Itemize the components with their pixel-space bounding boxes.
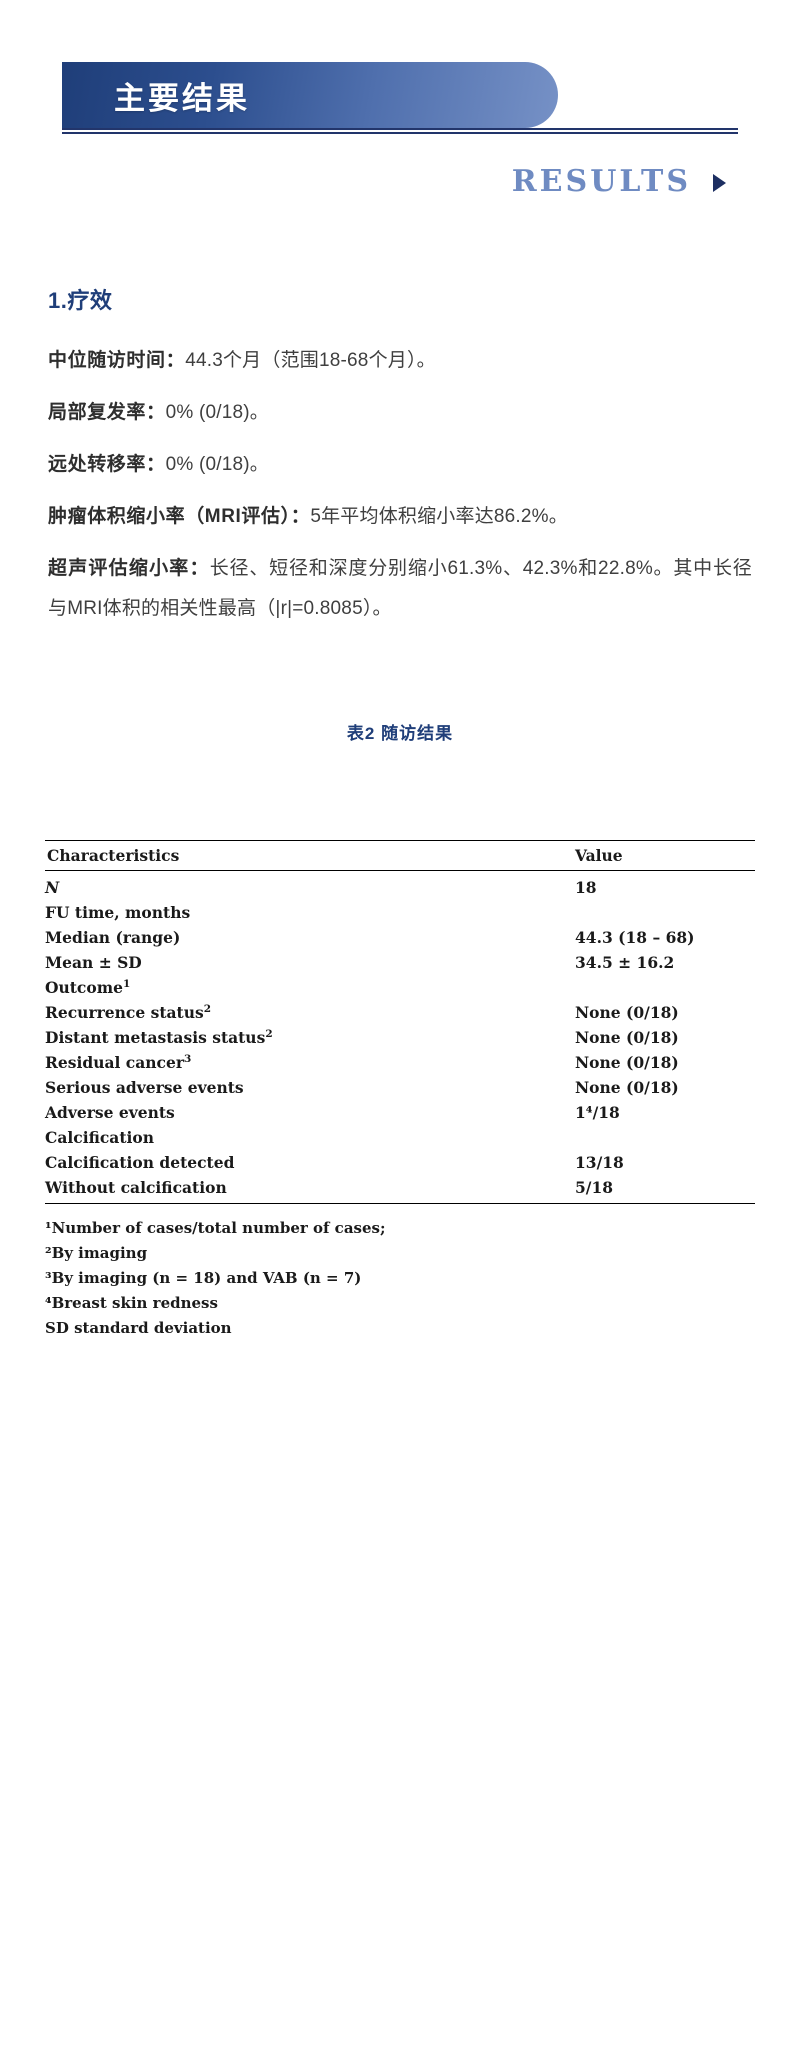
banner-shape: 主要结果 [62,62,558,128]
footnote-marker: 1 [122,977,131,990]
table-row: Median (range) 44.3 (18 – 68) [45,925,755,950]
row-value [575,1125,755,1150]
paragraph-label: 中位随访时间： [48,350,186,371]
table-row: Mean ± SD 34.5 ± 16.2 [45,950,755,975]
results-header: RESULTS [0,164,726,199]
row-label: Calcification [45,1128,154,1147]
row-value: None (0/18) [575,1003,679,1022]
row-value: None (0/18) [575,1053,679,1072]
paragraph-text: 44.3个月（范围18-68个月）。 [185,350,436,371]
footnote: SD standard deviation [45,1319,232,1337]
row-label: Without calcification [45,1175,575,1204]
section-heading: 1.疗效 [48,288,113,313]
row-label: Outcome1 [45,977,131,997]
footnote: ⁴Breast skin redness [45,1294,218,1312]
paragraph: 超声评估缩小率：长径、短径和深度分别缩小61.3%、42.3%和22.8%。其中… [48,549,752,629]
row-label: Mean ± SD [45,953,142,972]
paragraph-label: 肿瘤体积缩小率（MRI评估）： [48,506,311,527]
table-header-row: Characteristics Value [45,840,755,871]
row-label: Adverse events [45,1103,175,1122]
banner-header: 主要结果 [0,62,800,128]
row-value: None (0/18) [575,1028,679,1047]
table-row: Outcome1 [45,975,755,1000]
column-header-value: Value [575,840,755,871]
paragraph-text: 0% (0/18)。 [165,402,269,423]
paragraph: 远处转移率：0% (0/18)。 [48,445,752,485]
table-row: Serious adverse events None (0/18) [45,1075,755,1100]
table-caption: 表2 随访结果 [346,724,454,743]
row-value: 34.5 ± 16.2 [575,953,675,972]
paragraph: 中位随访时间：44.3个月（范围18-68个月）。 [48,341,752,381]
table-footnotes: ¹Number of cases/total number of cases; … [45,1216,755,1341]
footnote: ³By imaging (n = 18) and VAB (n = 7) [45,1269,362,1287]
row-label: Residual cancer3 [45,1052,192,1072]
footnote-marker: 2 [265,1027,273,1040]
footnote: ¹Number of cases/total number of cases; [45,1219,386,1237]
paragraph-label: 局部复发率： [48,402,166,423]
table-row: FU time, months [45,900,755,925]
footnote: ²By imaging [45,1244,148,1262]
row-value [575,900,755,925]
paragraph-text: 长径、短径和深度分别缩小61.3%、42.3%和22.8%。其中长径与MRI体积… [48,558,752,619]
table-row: Calcification [45,1125,755,1150]
table: Characteristics Value N 18 FU time, mont… [45,840,755,1204]
followup-results-table: Characteristics Value N 18 FU time, mont… [45,840,755,1341]
table-row: Calcification detected 13/18 [45,1150,755,1175]
row-label: Serious adverse events [45,1078,244,1097]
paragraph-label: 超声评估缩小率： [48,558,210,579]
paragraph-text: 5年平均体积缩小率达86.2%。 [310,506,568,527]
results-label: RESULTS [511,164,691,199]
header-divider [62,128,738,134]
triangle-right-icon [713,174,726,192]
column-header-characteristics: Characteristics [45,840,575,871]
paragraph-text: 0% (0/18)。 [165,454,269,475]
table-body: N 18 FU time, months Median (range) 44.3… [45,871,755,1204]
row-label: Calcification detected [45,1153,235,1172]
paragraph: 肿瘤体积缩小率（MRI评估）：5年平均体积缩小率达86.2%。 [48,497,752,537]
paragraph: 局部复发率：0% (0/18)。 [48,393,752,433]
footnote-marker: 2 [203,1002,212,1015]
row-label: N [45,878,60,897]
row-label: Distant metastasis status2 [45,1027,273,1047]
row-value: 44.3 (18 – 68) [575,928,695,947]
row-value [575,975,755,1000]
table-row: Recurrence status2 None (0/18) [45,1000,755,1025]
row-value: 18 [575,878,597,897]
row-label: Recurrence status2 [45,1002,212,1022]
table-row: Adverse events 1⁴/18 [45,1100,755,1125]
banner-title: 主要结果 [114,80,250,117]
paragraph-label: 远处转移率： [48,454,166,475]
row-value: 5/18 [575,1175,755,1204]
table-row: Residual cancer3 None (0/18) [45,1050,755,1075]
row-label: FU time, months [45,903,191,922]
table-row: Without calcification 5/18 [45,1175,755,1204]
footnote-marker: 3 [184,1052,192,1065]
table-row: N 18 [45,871,755,901]
article-body: 1.疗效 中位随访时间：44.3个月（范围18-68个月）。 局部复发率：0% … [48,283,752,744]
row-value: 1⁴/18 [575,1103,620,1122]
row-value: None (0/18) [575,1078,679,1097]
row-value: 13/18 [575,1153,624,1172]
table-row: Distant metastasis status2 None (0/18) [45,1025,755,1050]
row-label: Median (range) [45,928,181,947]
